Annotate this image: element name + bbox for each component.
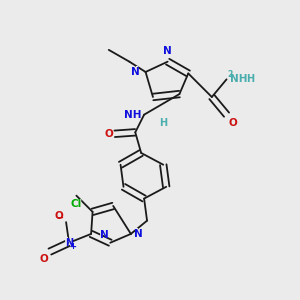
Text: NH: NH: [230, 74, 247, 84]
Text: H: H: [159, 117, 169, 130]
Text: H: H: [246, 74, 254, 84]
Text: 2: 2: [227, 70, 233, 80]
Text: N: N: [131, 67, 140, 77]
Text: N: N: [129, 65, 140, 79]
Text: N: N: [98, 227, 109, 240]
Text: O: O: [104, 129, 113, 139]
Text: N: N: [134, 229, 142, 239]
Text: NH: NH: [120, 108, 141, 121]
Text: O: O: [228, 118, 237, 128]
Text: +: +: [69, 242, 76, 251]
Text: NH: NH: [230, 73, 251, 86]
Text: −: −: [56, 213, 64, 223]
Text: O: O: [54, 211, 63, 221]
Text: H: H: [246, 73, 256, 86]
Text: N: N: [65, 238, 73, 248]
Text: N: N: [64, 236, 74, 249]
Text: O: O: [40, 254, 48, 264]
Text: N: N: [163, 46, 172, 56]
Text: O: O: [103, 127, 113, 140]
Text: O: O: [38, 254, 48, 267]
Text: Cl: Cl: [70, 199, 83, 212]
Text: NH: NH: [124, 110, 141, 120]
Text: Cl: Cl: [71, 199, 82, 209]
Text: H: H: [159, 118, 167, 128]
Text: N: N: [134, 227, 144, 240]
Text: O: O: [228, 118, 239, 130]
Text: N: N: [163, 44, 173, 56]
Text: N: N: [100, 230, 109, 240]
Text: O: O: [52, 208, 63, 221]
